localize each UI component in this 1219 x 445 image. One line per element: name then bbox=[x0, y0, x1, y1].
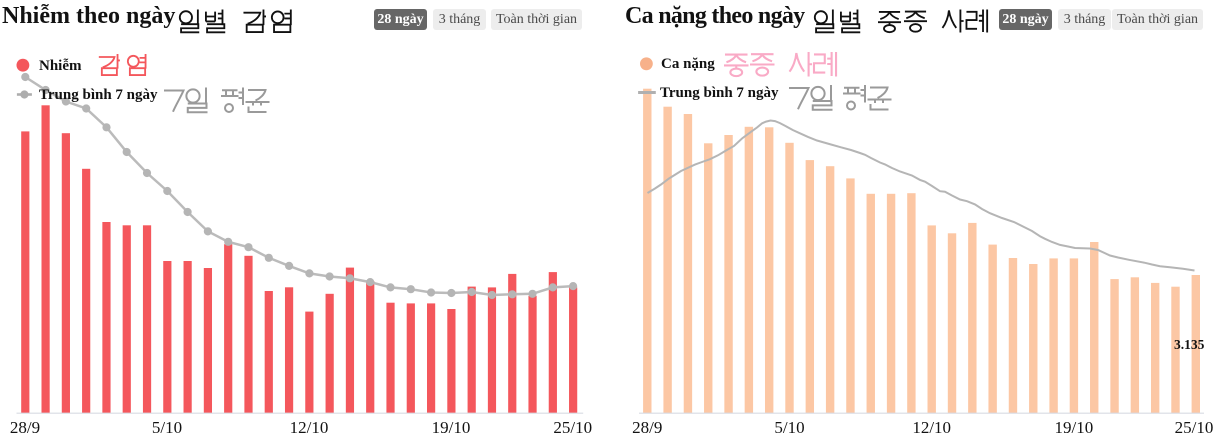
svg-text:12/10: 12/10 bbox=[912, 418, 951, 437]
svg-text:19/10: 19/10 bbox=[432, 418, 471, 437]
svg-text:28/9: 28/9 bbox=[632, 418, 662, 437]
svg-text:25/10: 25/10 bbox=[1175, 418, 1214, 437]
svg-text:12/10: 12/10 bbox=[290, 418, 329, 437]
svg-text:5/10: 5/10 bbox=[774, 418, 804, 437]
svg-text:3.135: 3.135 bbox=[1174, 337, 1205, 352]
svg-text:28/9: 28/9 bbox=[10, 418, 40, 437]
svg-text:5/10: 5/10 bbox=[152, 418, 182, 437]
svg-text:19/10: 19/10 bbox=[1055, 418, 1094, 437]
svg-text:25/10: 25/10 bbox=[553, 418, 592, 437]
